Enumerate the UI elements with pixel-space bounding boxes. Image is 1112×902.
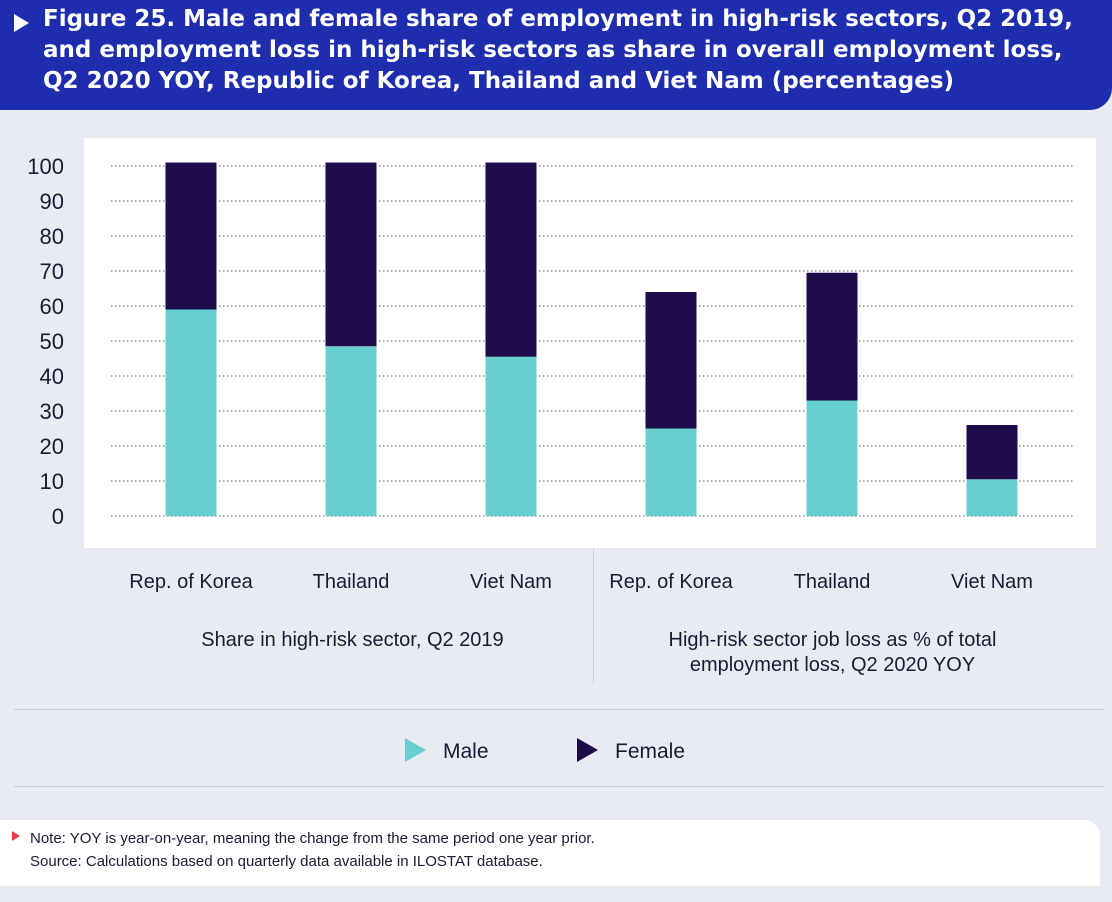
male-legend-marker-icon: [405, 738, 426, 762]
y-tick-label: 30: [40, 399, 64, 424]
female-legend-marker-icon: [577, 738, 598, 762]
y-tick-label: 60: [40, 294, 64, 319]
legend-top-divider: [14, 709, 1104, 710]
y-tick-label: 0: [52, 504, 64, 529]
bar-female-0: [165, 162, 217, 310]
group-label-left: Share in high-risk sector, Q2 2019: [201, 629, 504, 651]
legend-bottom-divider: [14, 786, 1104, 787]
y-tick-label: 90: [40, 189, 64, 214]
y-tick-label: 40: [40, 364, 64, 389]
bar-male-3: [645, 428, 697, 516]
x-tick-label: Rep. of Korea: [129, 571, 253, 593]
y-tick-label: 50: [40, 329, 64, 354]
bar-female-5: [966, 425, 1018, 480]
x-tick-label: Viet Nam: [951, 571, 1033, 593]
group-divider: [593, 548, 594, 683]
figure-title: Figure 25. Male and female share of empl…: [43, 6, 1073, 94]
x-axis-labels: Rep. of Korea Thailand Viet Nam Rep. of Kor…: [129, 571, 1033, 593]
bar-female-1: [325, 162, 377, 347]
y-tick-label: 20: [40, 434, 64, 459]
figure-header: Figure 25. Male and female share of empl…: [0, 0, 1112, 110]
bar-female-3: [645, 292, 697, 429]
x-tick-label: Rep. of Korea: [609, 571, 733, 593]
x-tick-label: Thailand: [794, 571, 871, 593]
legend-label-female: Female: [615, 740, 686, 763]
plot-area: [84, 138, 1096, 548]
y-tick-label: 10: [40, 469, 64, 494]
bar-male-0: [165, 309, 217, 516]
note-box: Note: YOY is year-on-year, meaning the c…: [0, 820, 1100, 886]
bar-female-2: [485, 162, 537, 357]
y-tick-label: 70: [40, 259, 64, 284]
y-axis: 0 10 20 30 40 50 60 70 80 90 100: [27, 154, 64, 529]
x-tick-label: Thailand: [313, 571, 390, 593]
x-tick-label: Viet Nam: [470, 571, 552, 593]
note-bullet-icon: [12, 831, 20, 841]
y-tick-label: 100: [27, 154, 64, 179]
bar-male-1: [325, 346, 377, 516]
legend-label-male: Male: [443, 740, 489, 763]
bar-male-5: [966, 479, 1018, 516]
bar-male-2: [485, 356, 537, 516]
bar-male-4: [806, 400, 858, 516]
play-arrow-icon: [14, 14, 29, 32]
source-text: Source: Calculations based on quarterly …: [30, 853, 543, 870]
group-label-right: High-risk sector job loss as % of total …: [668, 629, 997, 676]
stacked-bar-chart: [111, 162, 1075, 517]
y-tick-label: 80: [40, 224, 64, 249]
bar-female-4: [806, 272, 858, 401]
note-text: Note: YOY is year-on-year, meaning the c…: [30, 830, 595, 847]
